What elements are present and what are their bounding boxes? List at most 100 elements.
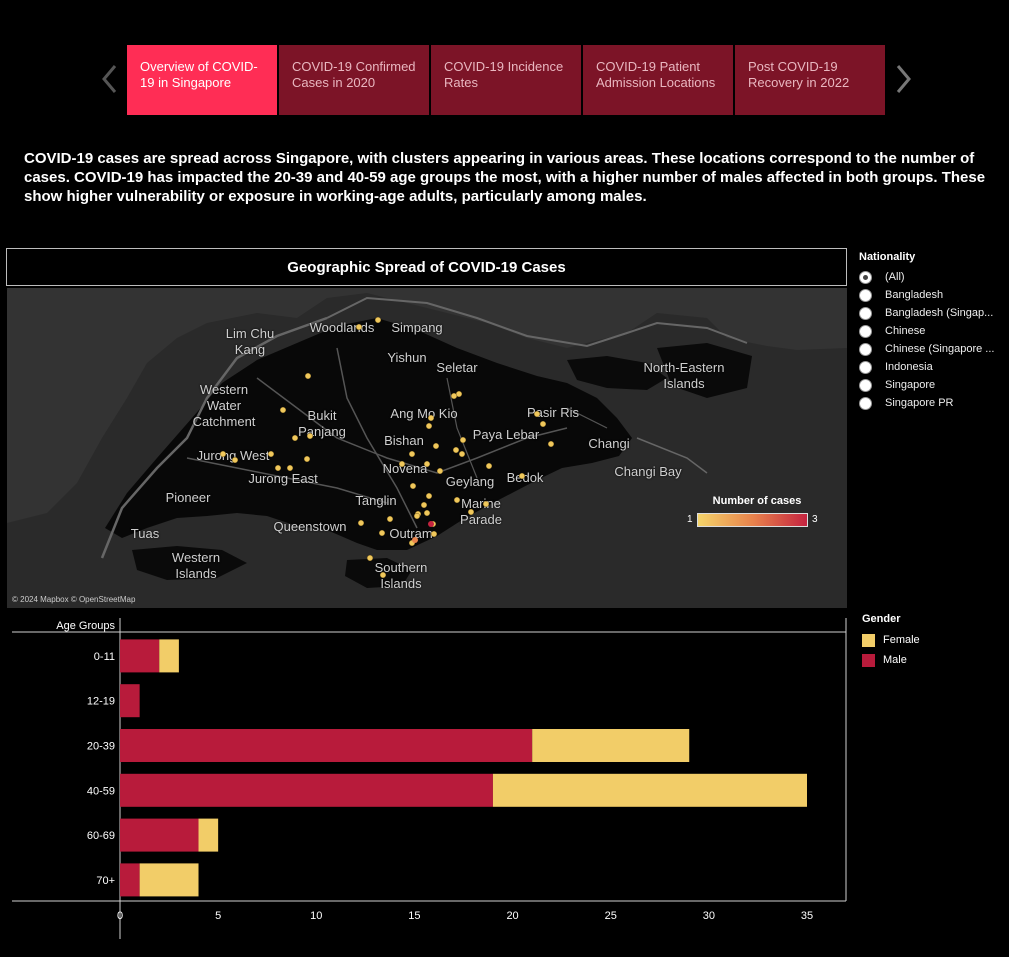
case-point[interactable] bbox=[366, 554, 374, 562]
case-point[interactable] bbox=[386, 515, 394, 523]
bar-male-70+[interactable] bbox=[120, 863, 140, 897]
case-point[interactable] bbox=[533, 410, 541, 418]
nationality-filter: Nationality (All) Bangladesh Bangladesh (S… bbox=[859, 251, 994, 412]
case-point[interactable] bbox=[279, 406, 287, 414]
case-point[interactable] bbox=[458, 450, 466, 458]
case-point[interactable] bbox=[267, 450, 275, 458]
map-legend-color-ramp bbox=[697, 513, 808, 527]
case-point-high[interactable] bbox=[428, 521, 434, 527]
place-label-marine-parade: Marine Parade bbox=[460, 496, 502, 527]
place-label-changi-bay: Changi Bay bbox=[614, 464, 682, 479]
case-point[interactable] bbox=[423, 509, 431, 517]
place-label-bishan: Bishan bbox=[384, 433, 424, 448]
next-story-arrow-icon[interactable] bbox=[893, 62, 913, 96]
place-label-yishun: Yishun bbox=[387, 350, 427, 365]
case-point[interactable] bbox=[430, 530, 438, 538]
case-point[interactable] bbox=[231, 456, 239, 464]
bar-female-40-59[interactable] bbox=[492, 773, 807, 807]
nationality-option[interactable]: Bangladesh (Singap... bbox=[859, 304, 994, 322]
place-label-southern-islands: Southern Islands bbox=[374, 560, 428, 591]
gender-legend-label: Female bbox=[883, 634, 920, 646]
case-point[interactable] bbox=[547, 440, 555, 448]
case-point-medium[interactable] bbox=[412, 537, 418, 543]
nationality-option[interactable]: Chinese bbox=[859, 322, 994, 340]
tab-confirmed-cases-2020[interactable]: COVID-19 Confirmed Cases in 2020 bbox=[279, 45, 429, 115]
singapore-map[interactable]: Lim Chu Kang Woodlands Simpang Yishun Seletar… bbox=[7, 288, 847, 608]
case-point[interactable] bbox=[357, 519, 365, 527]
case-point[interactable] bbox=[436, 467, 444, 475]
nationality-option-label: Chinese bbox=[885, 325, 926, 337]
case-point[interactable] bbox=[518, 472, 526, 480]
case-point[interactable] bbox=[378, 529, 386, 537]
case-point[interactable] bbox=[379, 571, 387, 579]
radio-button-icon[interactable] bbox=[859, 324, 872, 338]
case-point[interactable] bbox=[467, 508, 475, 516]
tab-admission-locations[interactable]: COVID-19 Patient Admission Locations bbox=[583, 45, 733, 115]
case-point[interactable] bbox=[286, 464, 294, 472]
nationality-filter-title: Nationality bbox=[859, 251, 916, 263]
case-point[interactable] bbox=[452, 446, 460, 454]
radio-button-icon[interactable] bbox=[859, 306, 872, 320]
bar-female-0-11[interactable] bbox=[159, 639, 179, 673]
case-point[interactable] bbox=[274, 464, 282, 472]
x-tick-label: 15 bbox=[408, 910, 420, 922]
bar-male-60-69[interactable] bbox=[120, 818, 199, 852]
nationality-option[interactable]: Singapore PR bbox=[859, 394, 994, 412]
case-point[interactable] bbox=[539, 420, 547, 428]
case-point[interactable] bbox=[432, 442, 440, 450]
case-point[interactable] bbox=[459, 436, 467, 444]
case-point[interactable] bbox=[427, 414, 435, 422]
case-point[interactable] bbox=[425, 422, 433, 430]
gender-legend: Gender Female Male bbox=[862, 613, 920, 670]
y-axis-title: Age Groups bbox=[56, 620, 115, 632]
case-point[interactable] bbox=[398, 460, 406, 468]
x-tick-label: 10 bbox=[310, 910, 322, 922]
case-point[interactable] bbox=[291, 434, 299, 442]
case-point[interactable] bbox=[425, 492, 433, 500]
bar-female-70+[interactable] bbox=[139, 863, 199, 897]
tab-recovery-2022[interactable]: Post COVID-19 Recovery in 2022 bbox=[735, 45, 885, 115]
case-point[interactable] bbox=[482, 500, 490, 508]
case-point[interactable] bbox=[303, 455, 311, 463]
nationality-option-label: Bangladesh (Singap... bbox=[885, 307, 994, 319]
tab-incidence-rates[interactable]: COVID-19 Incidence Rates bbox=[431, 45, 581, 115]
case-point[interactable] bbox=[408, 450, 416, 458]
gender-legend-item-male[interactable]: Male bbox=[862, 650, 920, 670]
bar-female-20-39[interactable] bbox=[532, 729, 690, 762]
case-point[interactable] bbox=[409, 482, 417, 490]
bar-male-12-19[interactable] bbox=[120, 684, 140, 718]
tab-overview[interactable]: Overview of COVID-19 in Singapore bbox=[127, 45, 277, 115]
case-point[interactable] bbox=[304, 372, 312, 380]
age-gender-bar-chart: Age Groups 0-11 12-19 20-39 40-59 60-69 70+ 0 5 1… bbox=[0, 612, 860, 957]
case-point[interactable] bbox=[413, 512, 421, 520]
bar-female-60-69[interactable] bbox=[198, 818, 219, 852]
previous-story-arrow-icon[interactable] bbox=[100, 62, 120, 96]
case-point[interactable] bbox=[355, 323, 363, 331]
case-point[interactable] bbox=[306, 432, 314, 440]
bar-male-0-11[interactable] bbox=[120, 639, 160, 673]
case-point[interactable] bbox=[453, 496, 461, 504]
map-legend-min: 1 bbox=[687, 514, 693, 525]
bar-male-20-39[interactable] bbox=[120, 729, 533, 762]
case-point[interactable] bbox=[374, 316, 382, 324]
radio-button-icon[interactable] bbox=[859, 342, 872, 356]
radio-button-icon[interactable] bbox=[859, 360, 872, 374]
nationality-option[interactable]: Indonesia bbox=[859, 358, 994, 376]
case-point[interactable] bbox=[420, 501, 428, 509]
radio-button-icon[interactable] bbox=[859, 288, 872, 302]
nationality-option[interactable]: Singapore bbox=[859, 376, 994, 394]
case-point[interactable] bbox=[485, 462, 493, 470]
bar-male-40-59[interactable] bbox=[120, 773, 493, 807]
radio-button-icon[interactable] bbox=[859, 270, 872, 284]
nationality-option[interactable]: Bangladesh bbox=[859, 286, 994, 304]
radio-button-icon[interactable] bbox=[859, 396, 872, 410]
nationality-option[interactable]: (All) bbox=[859, 268, 994, 286]
case-point[interactable] bbox=[219, 450, 227, 458]
place-label-paya-lebar: Paya Lebar bbox=[472, 427, 540, 442]
radio-button-icon[interactable] bbox=[859, 378, 872, 392]
case-point[interactable] bbox=[423, 460, 431, 468]
gender-legend-item-female[interactable]: Female bbox=[862, 630, 920, 650]
case-point[interactable] bbox=[455, 390, 463, 398]
map-attribution[interactable]: © 2024 Mapbox © OpenStreetMap bbox=[12, 595, 136, 604]
nationality-option[interactable]: Chinese (Singapore ... bbox=[859, 340, 994, 358]
